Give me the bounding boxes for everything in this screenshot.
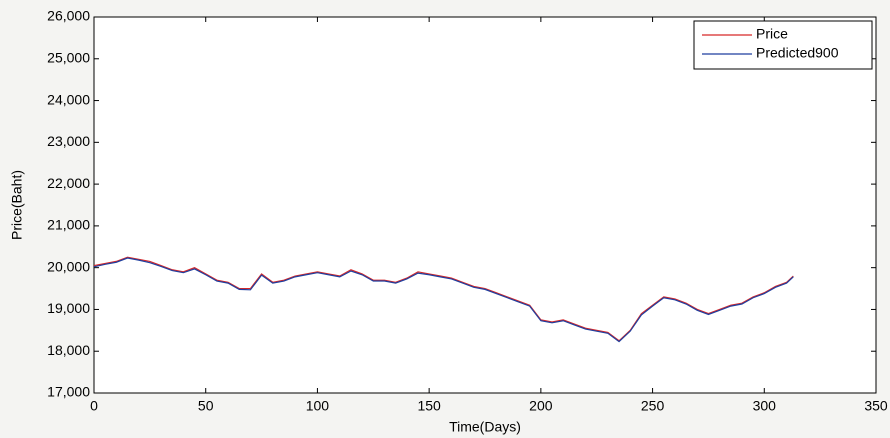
x-axis-label: Time(Days) xyxy=(449,419,521,435)
x-tick-label: 250 xyxy=(641,398,665,414)
series-line xyxy=(93,256,794,342)
x-tick-label: 300 xyxy=(753,398,777,414)
y-tick-label: 23,000 xyxy=(47,133,90,149)
x-tick-label: 150 xyxy=(417,398,441,414)
y-tick-label: 17,000 xyxy=(47,384,90,400)
y-tick-label: 24,000 xyxy=(47,91,90,107)
plot-area xyxy=(93,16,877,394)
y-tick-label: 20,000 xyxy=(47,258,90,274)
y-tick-label: 21,000 xyxy=(47,217,90,233)
x-tick-label: 50 xyxy=(198,398,214,414)
x-tick-label: 0 xyxy=(90,398,98,414)
x-tick-label: 100 xyxy=(306,398,330,414)
y-tick-label: 18,000 xyxy=(47,342,90,358)
y-tick-label: 25,000 xyxy=(47,49,90,65)
legend-box xyxy=(693,20,873,70)
y-tick-label: 26,000 xyxy=(47,8,90,24)
legend-label: Predicted900 xyxy=(756,45,839,61)
y-tick-label: 19,000 xyxy=(47,300,90,316)
x-tick-label: 200 xyxy=(529,398,553,414)
legend-label: Price xyxy=(756,26,788,42)
series-line xyxy=(93,257,794,343)
y-axis-label: Price(Baht) xyxy=(9,170,25,240)
y-tick-label: 22,000 xyxy=(47,175,90,191)
x-tick-label: 350 xyxy=(864,398,888,414)
